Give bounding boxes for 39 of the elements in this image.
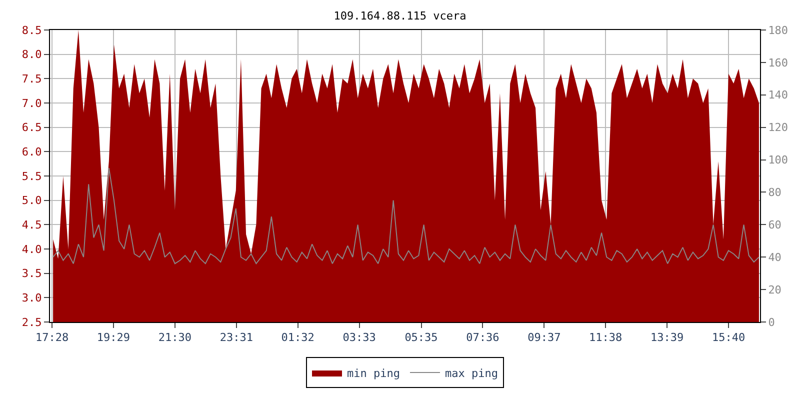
x-tick-label: 07:36 — [466, 331, 500, 344]
y2-tick-label: 100 — [768, 154, 788, 167]
y2-tick-label: 80 — [768, 186, 782, 200]
y2-tick-label: 60 — [768, 218, 782, 232]
y2-tick-label: 140 — [768, 88, 788, 102]
y-tick-label: 7.0 — [22, 96, 42, 110]
y-tick-label: 6.0 — [22, 146, 42, 159]
y2-tick-label: 160 — [768, 56, 788, 70]
x-tick-label: 23:31 — [220, 331, 253, 344]
y-tick-label: 7.5 — [22, 72, 42, 86]
x-tick-label: 13:39 — [650, 331, 684, 344]
y-tick-label: 4.0 — [22, 242, 42, 256]
x-tick-label: 19:29 — [96, 331, 130, 344]
chart-title: 109.164.88.115 vcera — [334, 10, 466, 23]
y2-tick-label: 20 — [768, 283, 782, 296]
y2-tick-label: 40 — [768, 250, 782, 264]
line-series — [52, 167, 760, 264]
x-tick-label: 01:32 — [281, 331, 314, 344]
y-tick-label: 4.5 — [22, 218, 42, 232]
y-tick-label: 6.5 — [22, 121, 42, 134]
y-tick-label: 8.5 — [22, 24, 42, 37]
legend-label: min ping — [347, 366, 400, 380]
y-tick-label: 5.0 — [22, 194, 42, 208]
x-tick-label: 11:38 — [589, 331, 622, 344]
y2-tick-label: 120 — [768, 121, 788, 134]
y-tick-label: 2.5 — [22, 316, 42, 329]
y-tick-label: 3.0 — [22, 292, 42, 305]
y-tick-label: 3.5 — [22, 267, 42, 280]
x-tick-label: 17:28 — [35, 331, 69, 344]
x-tick-label: 03:33 — [342, 331, 376, 344]
x-tick-label: 09:37 — [528, 331, 561, 344]
y-tick-label: 5.5 — [22, 170, 42, 183]
y-tick-label: 8.0 — [22, 48, 42, 62]
y2-tick-label: 0 — [768, 316, 775, 329]
x-tick-label: 21:30 — [158, 331, 192, 344]
x-tick-label: 05:35 — [404, 331, 438, 344]
legend-label: max ping — [444, 366, 498, 380]
y2-tick-label: 180 — [768, 24, 788, 37]
x-tick-label: 15:40 — [712, 331, 746, 344]
